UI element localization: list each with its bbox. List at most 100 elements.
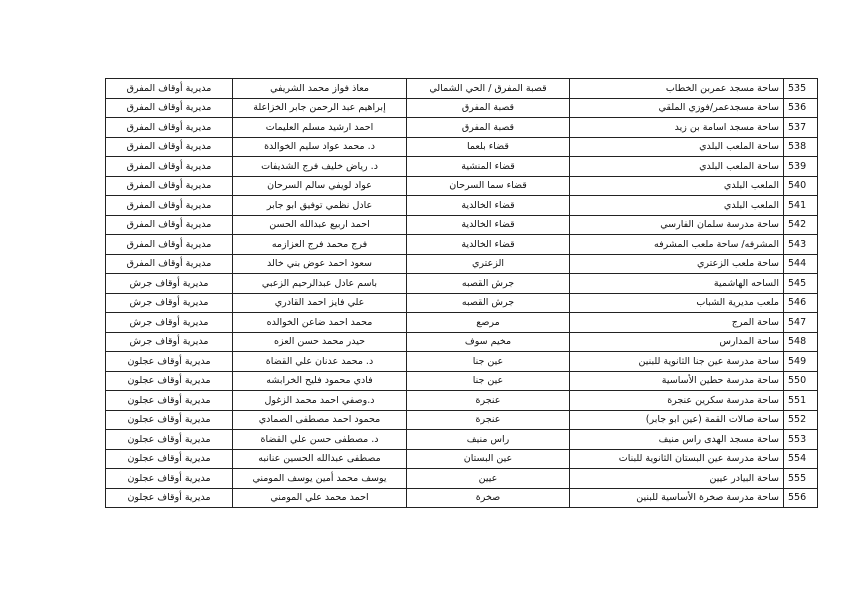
directorate: مديرية أوقاف عجلون bbox=[105, 487, 233, 508]
district: قصبة المفرق / الحي الشمالي bbox=[406, 78, 570, 99]
district: قضاء سما السرحان bbox=[406, 175, 570, 196]
table-row: 555 ساحة البيادر عيين عيين يوسف محمد أمين ي… bbox=[105, 468, 818, 489]
table-row: 550 ساحة مدرسة حطين الأساسية عين جنا فادي م… bbox=[105, 370, 818, 391]
district: عين البستان bbox=[406, 448, 570, 469]
directorate: مديرية أوقاف المفرق bbox=[105, 253, 233, 274]
table-row: 549 ساحة مدرسة عين جنا الثانوية للبنين عين… bbox=[105, 351, 818, 372]
row-number: 545 bbox=[783, 273, 818, 294]
table-row: 538 ساحة الملعب البلدي قضاء بلعما د. محمد ع… bbox=[105, 136, 818, 157]
row-number: 536 bbox=[783, 97, 818, 118]
district: عين جنا bbox=[406, 351, 570, 372]
table-row: 554 ساحة مدرسة عين البستان الثانوية للبنا… bbox=[105, 448, 818, 469]
row-number: 539 bbox=[783, 156, 818, 177]
place: ساحة مسجد اسامة بن زيد bbox=[569, 117, 784, 138]
row-number: 544 bbox=[783, 253, 818, 274]
person-name: د. محمد عدنان علي القضاة bbox=[232, 351, 407, 372]
directorate: مديرية أوقاف المفرق bbox=[105, 234, 233, 255]
district: عيين bbox=[406, 468, 570, 489]
row-number: 537 bbox=[783, 117, 818, 138]
table-row: 536 ساحة مسجدعمر/فوزي الملقي قصبة المفرق إب… bbox=[105, 97, 818, 118]
directorate: مديرية أوقاف المفرق bbox=[105, 214, 233, 235]
person-name: حيدر محمد حسن العزه bbox=[232, 331, 407, 352]
row-number: 552 bbox=[783, 409, 818, 430]
directorate: مديرية أوقاف عجلون bbox=[105, 468, 233, 489]
directorate: مديرية أوقاف المفرق bbox=[105, 156, 233, 177]
directorate: مديرية أوقاف عجلون bbox=[105, 351, 233, 372]
person-name: فرج محمد فرج العزازمه bbox=[232, 234, 407, 255]
district: راس منيف bbox=[406, 429, 570, 450]
person-name: إبراهيم عبد الرحمن جابر الخزاعلة bbox=[232, 97, 407, 118]
directorate: مديرية أوقاف المفرق bbox=[105, 175, 233, 196]
person-name: د. رياض خليف فرج الشديفات bbox=[232, 156, 407, 177]
place: المشرفه/ ساحة ملعب المشرفه bbox=[569, 234, 784, 255]
district: قضاء المنشية bbox=[406, 156, 570, 177]
district: عنجرة bbox=[406, 409, 570, 430]
directorate: مديرية أوقاف جرش bbox=[105, 292, 233, 313]
directorate: مديرية أوقاف عجلون bbox=[105, 429, 233, 450]
person-name: يوسف محمد أمين يوسف المومني bbox=[232, 468, 407, 489]
directorate: مديرية أوقاف جرش bbox=[105, 273, 233, 294]
person-name: احمد محمد علي المومني bbox=[232, 487, 407, 508]
place: ساحة مدرسة صخرة الأساسية للبنين bbox=[569, 487, 784, 508]
table-row: 537 ساحة مسجد اسامة بن زيد قصبة المفرق احمد… bbox=[105, 117, 818, 138]
row-number: 556 bbox=[783, 487, 818, 508]
place: ساحة المرج bbox=[569, 312, 784, 333]
place: ساحة مدرسة حطين الأساسية bbox=[569, 370, 784, 391]
place: ساحة المدارس bbox=[569, 331, 784, 352]
row-number: 535 bbox=[783, 78, 818, 99]
person-name: محمد احمد ضاعن الخوالده bbox=[232, 312, 407, 333]
directorate: مديرية أوقاف المفرق bbox=[105, 78, 233, 99]
directorate: مديرية أوقاف المفرق bbox=[105, 195, 233, 216]
directorate: مديرية أوقاف المفرق bbox=[105, 117, 233, 138]
directorate: مديرية أوقاف المفرق bbox=[105, 97, 233, 118]
place: ساحة صالات القمة (عين ابو جابر) bbox=[569, 409, 784, 430]
district: صخرة bbox=[406, 487, 570, 508]
row-number: 553 bbox=[783, 429, 818, 450]
place: ساحة مدرسة عين جنا الثانوية للبنين bbox=[569, 351, 784, 372]
district: قصبة المفرق bbox=[406, 117, 570, 138]
table-row: 556 ساحة مدرسة صخرة الأساسية للبنين صخرة اح… bbox=[105, 487, 818, 508]
place: الملعب البلدي bbox=[569, 175, 784, 196]
place: ساحة مسجدعمر/فوزي الملقي bbox=[569, 97, 784, 118]
place: الساحه الهاشمية bbox=[569, 273, 784, 294]
table-row: 543 المشرفه/ ساحة ملعب المشرفه قضاء الخالد… bbox=[105, 234, 818, 255]
person-name: سعود احمد عوض بني خالد bbox=[232, 253, 407, 274]
table-row: 545 الساحه الهاشمية جرش القصبه باسم عادل عب… bbox=[105, 273, 818, 294]
directorate: مديرية أوقاف جرش bbox=[105, 331, 233, 352]
place: ساحة مسجد عمربن الخطاب bbox=[569, 78, 784, 99]
person-name: عادل نظمي توفيق ابو جابر bbox=[232, 195, 407, 216]
person-name: عواد لويفي سالم السرحان bbox=[232, 175, 407, 196]
person-name: د. مصطفى حسن علي القضاة bbox=[232, 429, 407, 450]
district: قضاء الخالدية bbox=[406, 195, 570, 216]
place: ساحة مدرسة سكرين عنجرة bbox=[569, 390, 784, 411]
person-name: مصطفى عبدالله الحسين عنانبه bbox=[232, 448, 407, 469]
district: عين جنا bbox=[406, 370, 570, 391]
row-number: 541 bbox=[783, 195, 818, 216]
row-number: 540 bbox=[783, 175, 818, 196]
person-name: محمود احمد مصطفى الصمادي bbox=[232, 409, 407, 430]
person-name: د. محمد عواد سليم الخوالدة bbox=[232, 136, 407, 157]
table-row: 540 الملعب البلدي قضاء سما السرحان عواد لوي… bbox=[105, 175, 818, 196]
row-number: 551 bbox=[783, 390, 818, 411]
directorate: مديرية أوقاف المفرق bbox=[105, 136, 233, 157]
person-name: احمد اربيع عبدالله الحسن bbox=[232, 214, 407, 235]
district: قضاء بلعما bbox=[406, 136, 570, 157]
place: ساحة مدرسة عين البستان الثانوية للبنات bbox=[569, 448, 784, 469]
person-name: باسم عادل عبدالرحيم الزعبي bbox=[232, 273, 407, 294]
district: قضاء الخالدية bbox=[406, 214, 570, 235]
table-row: 548 ساحة المدارس مخيم سوف حيدر محمد حسن الع… bbox=[105, 331, 818, 352]
district: قضاء الخالدية bbox=[406, 234, 570, 255]
place: ساحة البيادر عيين bbox=[569, 468, 784, 489]
row-number: 538 bbox=[783, 136, 818, 157]
row-number: 546 bbox=[783, 292, 818, 313]
district: جرش القصبه bbox=[406, 292, 570, 313]
row-number: 542 bbox=[783, 214, 818, 235]
table-row: 553 ساحة مسجد الهدى راس منيف راس منيف د. مص… bbox=[105, 429, 818, 450]
district: عنجرة bbox=[406, 390, 570, 411]
place: الملعب البلدي bbox=[569, 195, 784, 216]
table-row: 544 ساحة ملعب الزعتري الزعتري سعود احمد عوض… bbox=[105, 253, 818, 274]
place: ساحة مسجد الهدى راس منيف bbox=[569, 429, 784, 450]
place: ملعب مديرية الشباب bbox=[569, 292, 784, 313]
row-number: 548 bbox=[783, 331, 818, 352]
